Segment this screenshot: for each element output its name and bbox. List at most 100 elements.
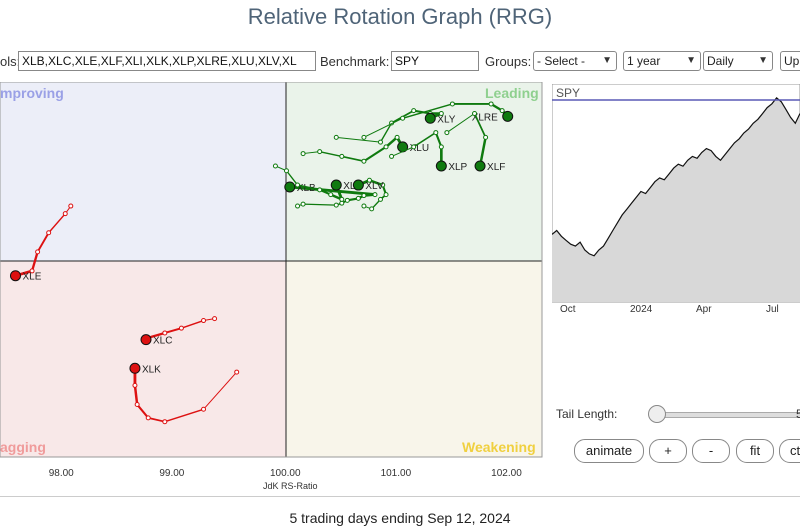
tail-segment-xlk (136, 403, 150, 419)
spy-label: SPY (556, 86, 580, 100)
tail-length-row: Tail Length: 5 (556, 404, 800, 424)
tail-point (295, 182, 301, 188)
tail-segment-xly (335, 136, 382, 143)
tail-point (62, 211, 68, 217)
tail-point (499, 108, 505, 114)
benchmark-label: Benchmark: (320, 54, 390, 69)
tail-point (35, 249, 41, 255)
tail-segment-xlp (412, 131, 437, 148)
tail-point (68, 203, 74, 209)
tail-length-slider[interactable] (652, 412, 800, 418)
tail-point (488, 101, 494, 107)
tail-point (201, 318, 207, 324)
tail-point (355, 195, 361, 201)
groups-select[interactable]: - Select - ▼ (533, 51, 617, 71)
tail-head-xlc[interactable] (140, 334, 152, 346)
tail-point (438, 110, 444, 116)
groups-select-value: - Select - (537, 54, 586, 68)
tail-point (201, 406, 207, 412)
tail-point (317, 187, 323, 193)
tail-point (366, 177, 372, 183)
tail-point (411, 108, 417, 114)
tail-head-xlb[interactable] (284, 181, 296, 193)
tail-head-xli[interactable] (330, 179, 342, 191)
tail-segment-xlk (147, 417, 166, 423)
groups-label: Groups: (485, 54, 532, 69)
tail-point (29, 268, 35, 274)
tail-segment-xlk (133, 384, 139, 406)
tail-length-label: Tail Length: (556, 407, 618, 421)
benchmark-input[interactable]: SPY (391, 51, 479, 71)
tail-point (389, 153, 395, 159)
chevron-down-icon: ▼ (686, 55, 696, 66)
quadrant-label-leading: Leading (485, 85, 539, 101)
tail-segment-xlc (147, 331, 166, 339)
tail-head-xlv[interactable] (352, 179, 364, 191)
tail-point (383, 144, 389, 150)
series-label-xle: XLE (22, 272, 41, 283)
tail-point (472, 110, 478, 116)
center-button[interactable]: ct (779, 439, 800, 463)
frequency-select[interactable]: Daily ▼ (703, 51, 773, 71)
symbols-input[interactable]: XLB,XLC,XLE,XLF,XLI,XLK,XLP,XLRE,XLU,XLV… (18, 51, 316, 71)
tails-layer: XLB XLI XLV XLU XLY XLRE XLP XLF XLE XLC XLK (9, 101, 514, 425)
series-label-xlu: XLU (410, 143, 429, 154)
tail-segment-xlu (318, 150, 343, 158)
x-tick-label: 101.00 (381, 468, 412, 479)
tail-segment-xle (36, 231, 50, 253)
tail-point (162, 330, 168, 336)
quadrant-label-weakening: Weakening (462, 439, 536, 455)
period-select[interactable]: 1 year ▼ (623, 51, 701, 71)
tail-point (433, 130, 439, 136)
x-tick-label: 99.00 (159, 468, 184, 479)
quadrant-label-improving: mproving (0, 85, 64, 101)
tail-segment-xlp (434, 131, 443, 148)
tail-head-xly[interactable] (424, 112, 436, 124)
tail-point (361, 203, 367, 209)
series-label-xlv: XLV (365, 181, 383, 192)
zoom-out-button[interactable]: - (692, 439, 730, 463)
zoom-in-button[interactable]: + (649, 439, 687, 463)
tail-segment-xlf (473, 112, 487, 139)
tail-point (378, 196, 384, 202)
tail-point (361, 193, 367, 199)
spy-x-tick-label: Oct (560, 304, 576, 315)
rrg-chart: mproving Leading agging Weakening XLB XLI… (0, 82, 543, 491)
tail-segment-xli (296, 184, 321, 191)
fit-button[interactable]: fit (736, 439, 774, 463)
period-select-value: 1 year (627, 54, 661, 68)
tail-point (272, 163, 278, 169)
tail-segment-xle (47, 212, 66, 234)
tail-segment-xlk (203, 371, 238, 410)
spy-area (552, 97, 800, 303)
tail-segment-xlp (391, 146, 415, 157)
tail-point (295, 203, 301, 209)
animate-button[interactable]: animate (574, 439, 644, 463)
series-label-xli: XLI (343, 181, 358, 192)
spy-x-tick-labels: Oct 2024 Apr Jul (560, 304, 779, 315)
tail-point (212, 316, 218, 322)
tail-point (444, 130, 450, 136)
spy-x-tick-label: Apr (696, 304, 712, 315)
quadrant-lagging (0, 261, 286, 457)
quadrant-label-lagging: agging (0, 439, 46, 455)
series-label-xlb: XLB (297, 183, 316, 194)
tail-segment-xli (285, 170, 299, 186)
x-tick-labels: 98.00 99.00 100.00 101.00 102.00 (49, 468, 522, 479)
tail-segment-xlre (363, 117, 404, 138)
tail-head-xlre[interactable] (502, 110, 514, 122)
tail-point (483, 134, 489, 140)
update-button[interactable]: Up (780, 51, 800, 71)
tail-point (328, 192, 334, 198)
tail-head-xle[interactable] (9, 270, 21, 282)
tail-head-xlp[interactable] (435, 160, 447, 172)
tail-head-xlf[interactable] (474, 160, 486, 172)
tail-point (411, 144, 417, 150)
tail-length-slider-handle[interactable] (648, 405, 666, 423)
tail-point (134, 402, 140, 408)
series-label-xlf: XLF (487, 162, 505, 173)
footer-status: 5 trading days ending Sep 12, 2024 (289, 510, 511, 526)
tail-head-xlk[interactable] (129, 362, 141, 374)
tail-point (361, 158, 367, 164)
tail-point (400, 115, 406, 121)
